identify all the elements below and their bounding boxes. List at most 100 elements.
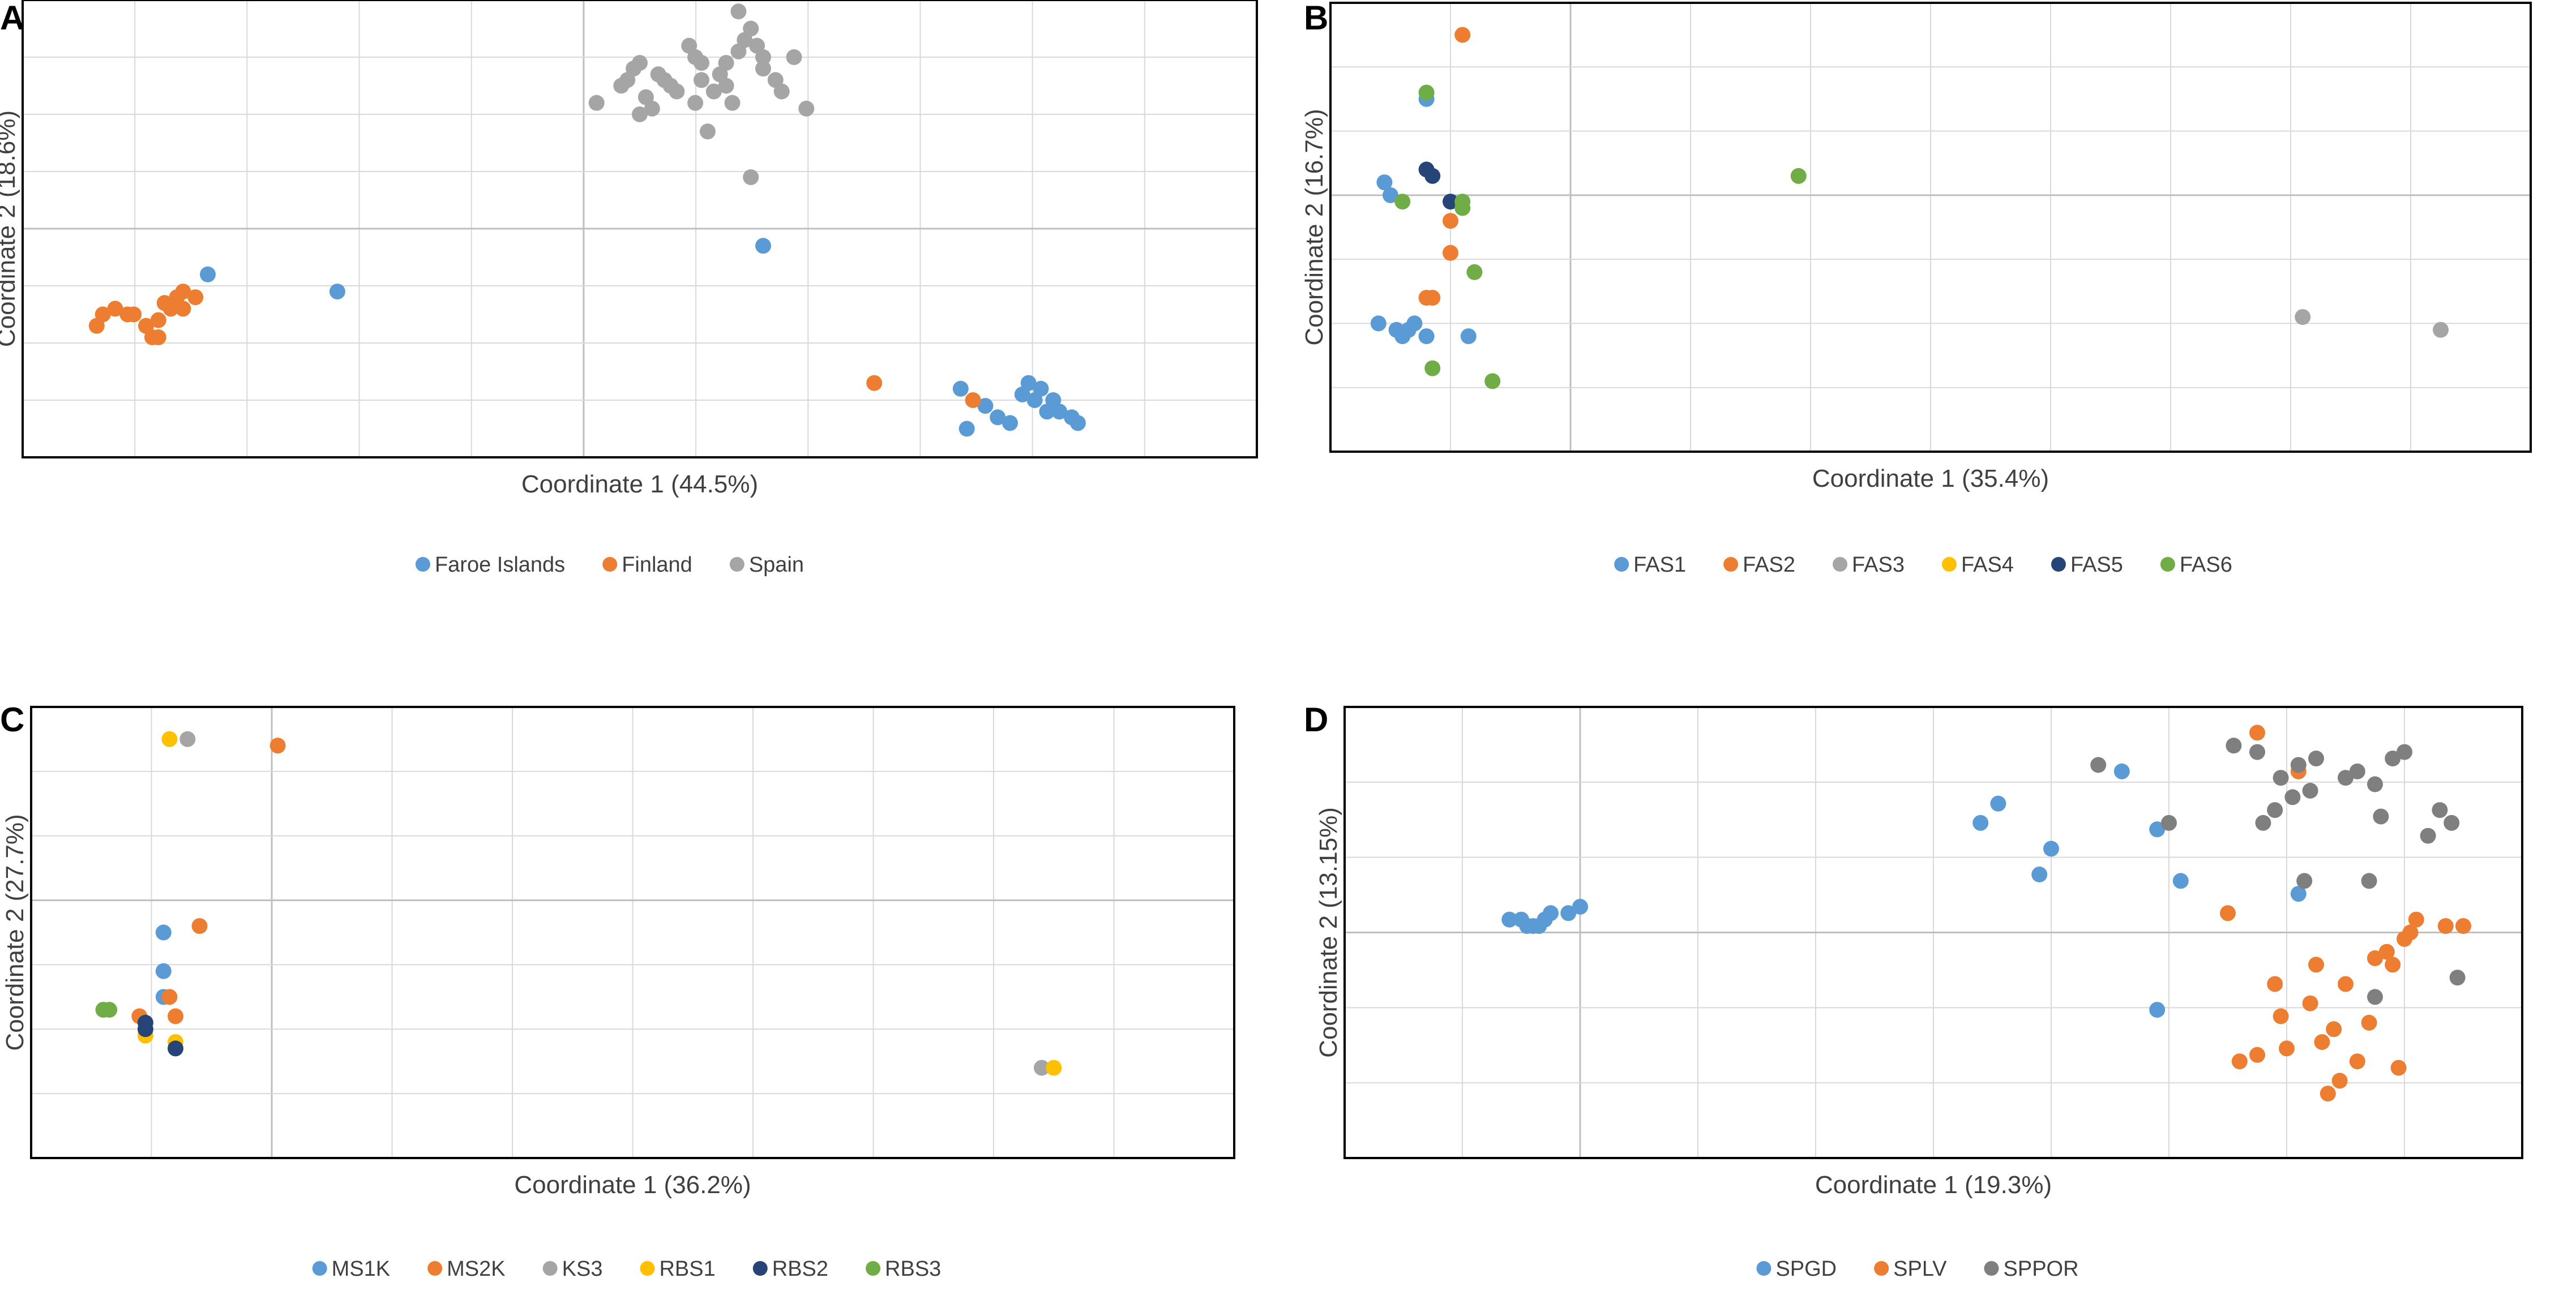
- legend-item-fas4: FAS4: [1942, 553, 2014, 577]
- data-point-fas3: [2433, 321, 2449, 338]
- legend: SPGD SPLV SPPOR: [1756, 1257, 2079, 1281]
- legend-marker: [312, 1261, 327, 1276]
- data-point-splv: [2326, 1021, 2342, 1037]
- data-point-fas6: [1790, 168, 1807, 184]
- data-point-splv: [2361, 1014, 2377, 1031]
- data-point-finland: [107, 301, 123, 317]
- data-point-sppor: [2161, 814, 2177, 831]
- legend-item-ks3: KS3: [542, 1257, 602, 1281]
- data-point-finland: [126, 306, 142, 323]
- data-point-finland: [150, 329, 166, 345]
- chart-panel-a: A Coordinate 1 (44.5%) Coordinate 2 (18.…: [0, 0, 1288, 648]
- legend-label: FAS4: [1961, 553, 2014, 577]
- data-point-spgd: [1990, 795, 2006, 812]
- data-point-sppor: [2397, 744, 2412, 760]
- plot-area-border: [1329, 2, 2532, 453]
- data-point-fas1: [1370, 315, 1387, 332]
- legend: Faroe Islands Finland Spain: [415, 553, 804, 577]
- legend-item-rbs3: RBS3: [866, 1257, 941, 1281]
- y-axis-label: Coordinate 2 (27.7%): [1, 814, 29, 1050]
- legend-label: Spain: [749, 553, 804, 577]
- legend-item-spain: Spain: [729, 553, 804, 577]
- scatter-plot-d: Coordinate 1 (19.3%) Coordinate 2 (13.15…: [1315, 706, 2523, 1281]
- legend-marker: [866, 1261, 881, 1276]
- data-point-finland: [175, 284, 191, 300]
- legend-label: RBS1: [659, 1257, 715, 1281]
- chart-panel-b: B Coordinate 1 (35.4%) Coordinate 2 (16.…: [1288, 0, 2576, 648]
- data-point-fas2: [1424, 290, 1441, 306]
- legend-item-ms2k: MS2K: [427, 1257, 506, 1281]
- data-point-fas1: [1383, 187, 1398, 203]
- data-point-rbs2: [137, 1021, 153, 1037]
- data-point-faroe-islands: [977, 398, 994, 414]
- data-point-fas5: [1443, 194, 1458, 210]
- data-point-finland: [187, 289, 204, 306]
- data-point-spain: [743, 20, 759, 37]
- data-point-fas6: [1394, 194, 1411, 210]
- data-point-spgd: [2043, 841, 2059, 857]
- data-point-splv: [2279, 1040, 2295, 1057]
- data-point-faroe-islands: [1020, 375, 1037, 391]
- data-point-splv: [2249, 724, 2265, 741]
- data-point-fas6: [1424, 360, 1441, 376]
- data-point-spain: [694, 72, 709, 88]
- data-point-sppor: [2449, 970, 2466, 986]
- data-point-spgd: [1572, 899, 1588, 915]
- data-point-sppor: [2444, 814, 2460, 831]
- data-point-ks3: [179, 731, 196, 747]
- legend-item-fas5: FAS5: [2051, 553, 2123, 577]
- data-point-spgd: [2172, 873, 2189, 889]
- x-axis-label: Coordinate 1 (44.5%): [521, 470, 758, 498]
- data-point-finland: [150, 312, 166, 328]
- legend-marker: [1942, 557, 1957, 572]
- data-point-sppor: [2420, 827, 2436, 844]
- data-point-fas1: [1418, 328, 1435, 345]
- data-point-spain: [644, 100, 660, 117]
- legend-marker: [1874, 1261, 1889, 1276]
- data-point-fas6: [1466, 264, 1483, 280]
- data-point-spgd: [1501, 911, 1518, 928]
- legend-item-fas6: FAS6: [2160, 553, 2232, 577]
- data-point-fas6: [1484, 373, 1501, 389]
- legend-marker: [1614, 557, 1629, 572]
- data-point-splv: [2249, 1047, 2265, 1063]
- data-point-rbs2: [168, 1040, 183, 1057]
- data-point-spain: [705, 83, 722, 100]
- panel-label-b: B: [1304, 0, 1329, 37]
- data-point-faroe-islands: [1002, 415, 1018, 431]
- data-point-splv: [2397, 930, 2412, 947]
- legend-item-rbs1: RBS1: [640, 1257, 716, 1281]
- data-point-splv: [2378, 944, 2395, 960]
- data-point-sppor: [2338, 770, 2354, 786]
- legend: FAS1 FAS2 FAS3 FAS4 FAS5 FAS6: [1614, 553, 2232, 577]
- data-point-splv: [2273, 1008, 2289, 1024]
- data-point-spain: [718, 78, 734, 94]
- legend-marker: [752, 1261, 768, 1276]
- data-point-finland: [965, 392, 981, 408]
- data-point-finland: [866, 375, 883, 391]
- data-point-fas6: [1454, 194, 1471, 210]
- data-point-ms2k: [269, 737, 286, 754]
- data-point-fas5: [1424, 168, 1441, 184]
- x-axis-label: Coordinate 1 (35.4%): [1812, 465, 2049, 492]
- data-point-splv: [2390, 1060, 2407, 1076]
- legend-label: SPGD: [1775, 1257, 1837, 1281]
- data-point-spain: [730, 3, 747, 20]
- data-point-sppor: [2308, 751, 2324, 767]
- scatter-plot-c: Coordinate 1 (36.2%) Coordinate 2 (27.7%…: [1, 706, 1235, 1281]
- data-point-faroe-islands: [1026, 392, 1043, 408]
- data-point-finland: [95, 306, 111, 323]
- data-point-spain: [786, 49, 802, 65]
- data-point-ms1k: [155, 924, 172, 941]
- chart-panel-d: D Coordinate 1 (19.3%) Coordinate 2 (13.…: [1288, 648, 2576, 1295]
- data-point-spain: [743, 169, 759, 186]
- data-point-sppor: [2226, 737, 2242, 754]
- data-point-ms2k: [191, 918, 208, 934]
- data-point-spgd: [1972, 814, 1989, 831]
- data-point-spain: [632, 55, 648, 71]
- data-point-splv: [2320, 1086, 2336, 1102]
- legend-item-fas3: FAS3: [1833, 553, 1905, 577]
- data-point-sppor: [2249, 744, 2265, 760]
- data-point-spgd: [1543, 905, 1559, 921]
- data-point-fas2: [1454, 27, 1471, 43]
